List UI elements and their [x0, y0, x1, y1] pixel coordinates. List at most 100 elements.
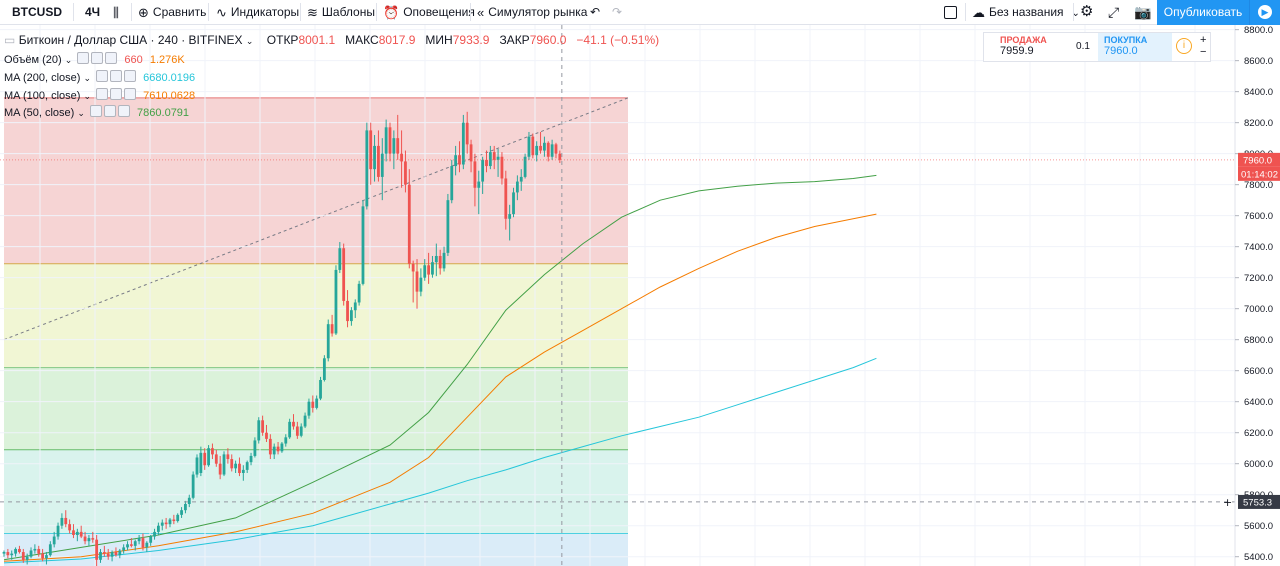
fullscreen-square-button[interactable] — [944, 0, 957, 24]
legend-title: Биткоин / Доллар США · 240 · BITFINEX — [18, 33, 243, 47]
settings-button[interactable]: ⚙ — [1080, 0, 1093, 24]
change-value: −41.1 (−0.51%) — [576, 33, 660, 47]
indicators-button[interactable]: ∿ Индикаторы — [216, 0, 299, 24]
chevron-down-icon[interactable]: ⌄ — [83, 91, 92, 101]
alerts-button[interactable]: ⏰ Оповещения — [383, 0, 475, 24]
layout-name-button[interactable]: ☁ Без названия ⌄ — [972, 0, 1080, 24]
publish-button[interactable]: Опубликовать — [1157, 0, 1249, 25]
crosshair-price-tag — [1238, 494, 1280, 509]
fib-zone — [4, 263, 628, 368]
eye-icon[interactable] — [77, 52, 90, 64]
collapse-icon[interactable]: ▭ — [4, 33, 16, 47]
price-tick-label: 6200.0 — [1244, 428, 1273, 439]
price-tick-label: 7000.0 — [1244, 304, 1273, 315]
snapshot-button[interactable]: 📷 — [1134, 0, 1151, 24]
candle-body — [288, 421, 292, 438]
candle-body — [488, 152, 492, 167]
ma100-label: MA (100, close) — [4, 90, 81, 102]
countdown-label: 01:14:02 — [1241, 169, 1278, 180]
undo-icon: ↶ — [590, 5, 601, 19]
price-axis[interactable]: 5400.05600.05800.06000.06200.06400.06600… — [0, 25, 1280, 566]
sell-button[interactable]: ПРОДАЖА 7959.9 — [984, 33, 1067, 61]
interval-button[interactable]: 4Ч — [85, 5, 101, 19]
candle-body — [434, 255, 438, 263]
price-chart[interactable]: 5400.05600.05800.06000.06200.06400.06600… — [0, 25, 1280, 566]
chevron-down-icon[interactable]: ⌄ — [83, 73, 92, 83]
candle-body — [168, 519, 172, 525]
compare-button[interactable]: ⊕ Сравнить — [138, 0, 206, 24]
candle-body — [342, 248, 346, 301]
candle-body — [211, 448, 214, 455]
ma50-value: 7860.0791 — [137, 107, 190, 119]
candle-body — [6, 552, 10, 556]
camera-icon: 📷 — [1134, 4, 1152, 20]
candle-body — [276, 446, 280, 452]
candle-body — [550, 144, 554, 157]
candle-body — [546, 142, 550, 157]
candle-body — [338, 248, 342, 270]
chart-style-button[interactable]: ⫼ — [113, 0, 123, 24]
alerts-label: Оповещения — [403, 5, 475, 19]
candle-body — [218, 463, 222, 475]
price-tick-label: 8200.0 — [1244, 118, 1273, 129]
candle-body — [99, 552, 102, 560]
close-icon[interactable] — [117, 105, 130, 117]
toolbar-divider — [1073, 3, 1074, 21]
high-label: МАКС — [345, 33, 379, 47]
plus-icon[interactable]: + — [1200, 34, 1207, 46]
replay-button[interactable]: «Симулятор рынка — [477, 0, 587, 24]
templates-button[interactable]: ≋ Шаблоны — [307, 0, 375, 24]
symbol-search-button[interactable]: BTCUSD — [12, 5, 62, 19]
chevron-down-icon[interactable]: ⌄ — [245, 36, 254, 46]
fibonacci-retracement[interactable] — [3, 97, 629, 566]
candle-body — [241, 469, 245, 473]
eye-icon[interactable] — [89, 105, 102, 117]
candle-body — [29, 550, 33, 557]
undo-button[interactable]: ↶ — [590, 0, 600, 24]
close-icon[interactable] — [105, 52, 118, 64]
candle-body — [110, 552, 114, 557]
gear-icon[interactable] — [103, 105, 116, 117]
eye-icon[interactable] — [96, 88, 109, 100]
gear-icon[interactable] — [91, 52, 104, 64]
sell-price: 7959.9 — [1000, 45, 1034, 57]
candle-body — [280, 443, 284, 452]
candle-body — [319, 379, 322, 399]
ma200-value: 6680.0196 — [143, 72, 196, 84]
candle-body — [350, 310, 353, 322]
redo-button[interactable]: ↷ — [612, 0, 622, 24]
price-tick-label: 6400.0 — [1244, 397, 1273, 408]
fullscreen-button[interactable]: ⤢ — [1108, 0, 1119, 24]
toolbar-divider — [470, 3, 471, 21]
buy-price: 7960.0 — [1104, 45, 1138, 57]
open-label: ОТКР — [266, 33, 299, 47]
play-button[interactable]: ▶ — [1249, 0, 1280, 25]
expand-icon: ⤢ — [1108, 4, 1120, 20]
eye-icon[interactable] — [96, 70, 109, 82]
buy-button[interactable]: ПОКУПКА 7960.0 — [1098, 33, 1172, 61]
candle-body — [48, 544, 52, 556]
candle-body — [500, 156, 504, 179]
gear-icon[interactable] — [110, 70, 123, 82]
toolbar-divider — [300, 3, 301, 21]
trading-panel: ПРОДАЖА 7959.9 0.1 ПОКУПКА 7960.0 i + − — [983, 32, 1211, 62]
ma50-label: MA (50, close) — [4, 107, 75, 119]
chevron-down-icon[interactable]: ⌄ — [77, 108, 85, 118]
compare-label: Сравнить — [152, 5, 207, 19]
info-icon[interactable]: i — [1176, 38, 1192, 54]
close-icon[interactable] — [124, 70, 137, 82]
candle-body — [25, 556, 29, 560]
volume-ma-value: 1.276K — [149, 54, 185, 66]
candle-body — [465, 122, 469, 145]
candle-body — [554, 144, 558, 154]
candle-body — [64, 517, 68, 525]
gear-icon: ⚙ — [1080, 3, 1094, 20]
close-icon[interactable] — [124, 88, 137, 100]
gear-icon[interactable] — [110, 88, 123, 100]
candle-body — [411, 263, 415, 272]
candle-body — [72, 530, 75, 535]
candles-icon: ⫼ — [113, 4, 119, 20]
candle-body — [83, 536, 87, 542]
chevron-down-icon[interactable]: ⌄ — [64, 55, 73, 65]
minus-icon[interactable]: − — [1200, 46, 1207, 58]
